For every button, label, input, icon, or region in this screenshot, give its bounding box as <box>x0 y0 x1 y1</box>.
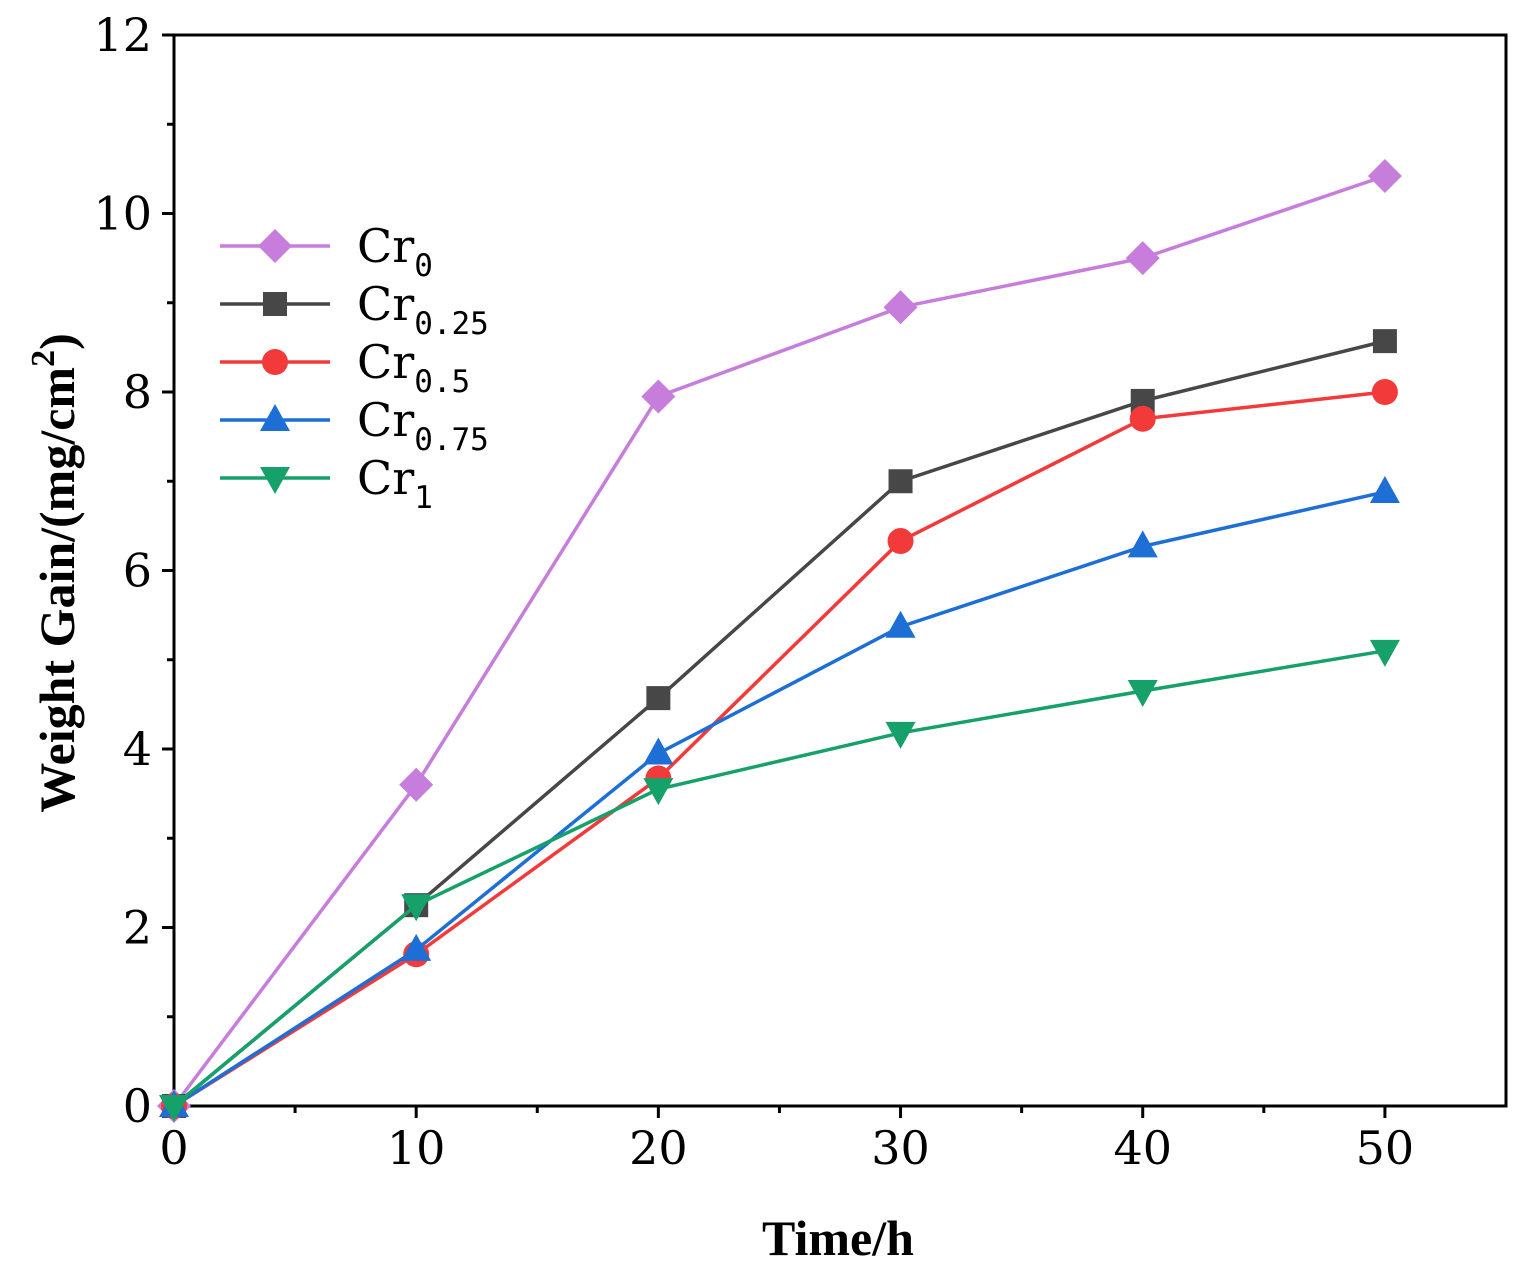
y-axis-title-end: ) <box>29 333 85 350</box>
plot-area <box>157 159 1402 1123</box>
legend-entry: Cr1 <box>220 451 433 516</box>
data-point <box>401 933 432 961</box>
data-point <box>1129 405 1156 432</box>
series-Cr0_5 <box>161 379 1398 1119</box>
data-point <box>883 290 918 325</box>
y-axis-title-sup: 2 <box>25 350 62 367</box>
data-point <box>641 379 676 414</box>
legend-entry: Cr0.25 <box>220 277 489 342</box>
data-point <box>159 1095 189 1122</box>
legend-marker <box>263 292 287 316</box>
y-tick-label: 6 <box>123 544 152 598</box>
y-tick-label: 0 <box>123 1079 152 1133</box>
y-tick-label: 4 <box>123 722 152 776</box>
series-line <box>173 490 1386 1108</box>
x-tick-label: 20 <box>629 1121 688 1175</box>
x-tick-label: 50 <box>1356 1121 1415 1175</box>
legend-marker <box>260 467 290 494</box>
y-tick-label: 2 <box>123 901 152 955</box>
legend-label: Cr1 <box>357 451 433 516</box>
data-point <box>643 737 674 765</box>
data-point <box>1369 639 1400 667</box>
axes: 0 10 20 30 40 50 0 2 4 6 8 10 12 <box>93 8 1508 1175</box>
series-line <box>173 390 1386 1108</box>
legend-label: Cr0.25 <box>357 277 489 342</box>
series-Cr1 <box>159 639 1400 1122</box>
data-point <box>401 894 432 922</box>
data-point <box>1125 241 1160 276</box>
data-point <box>1127 530 1158 558</box>
x-tick-label: 0 <box>159 1121 188 1175</box>
data-point <box>399 767 434 802</box>
legend-entry: Cr0 <box>220 219 433 284</box>
series-Cr0_75 <box>159 475 1400 1117</box>
y-axis-title-main: Weight Gain/(mg/cm <box>29 367 85 813</box>
data-point <box>646 686 671 711</box>
legend-label: Cr0 <box>357 219 433 284</box>
y-tick-label: 8 <box>123 365 152 419</box>
data-point <box>643 778 674 806</box>
legend-label: Cr0.75 <box>357 393 489 458</box>
data-point <box>887 528 914 555</box>
legend-marker <box>258 229 292 263</box>
legend-entry: Cr0.5 <box>220 335 470 400</box>
legend-entry: Cr0.75 <box>220 393 489 458</box>
data-point <box>1372 329 1397 354</box>
y-tick-label: 12 <box>93 8 152 62</box>
data-point <box>885 721 916 749</box>
x-tick-label: 10 <box>387 1121 446 1175</box>
data-point <box>1127 679 1158 707</box>
y-tick-label: 10 <box>93 187 152 241</box>
series-Cr0 <box>157 159 1402 1123</box>
y-axis-title: Weight Gain/(mg/cm2) <box>25 333 85 812</box>
x-tick-label: 40 <box>1113 1121 1172 1175</box>
data-point <box>885 610 916 638</box>
x-tick-label: 30 <box>871 1121 930 1175</box>
data-point <box>1371 379 1398 405</box>
plot-frame <box>172 33 1508 1108</box>
legend-marker <box>260 404 290 431</box>
legend-label: Cr0.5 <box>357 335 470 400</box>
series-line <box>172 649 1386 1108</box>
x-axis-title: Time/h <box>762 1210 914 1266</box>
data-point <box>1367 159 1402 194</box>
series-line <box>172 174 1386 1108</box>
data-point <box>1369 475 1400 503</box>
series-Cr0_25 <box>162 329 1397 1118</box>
legend-marker <box>262 349 288 375</box>
data-point <box>888 469 913 494</box>
